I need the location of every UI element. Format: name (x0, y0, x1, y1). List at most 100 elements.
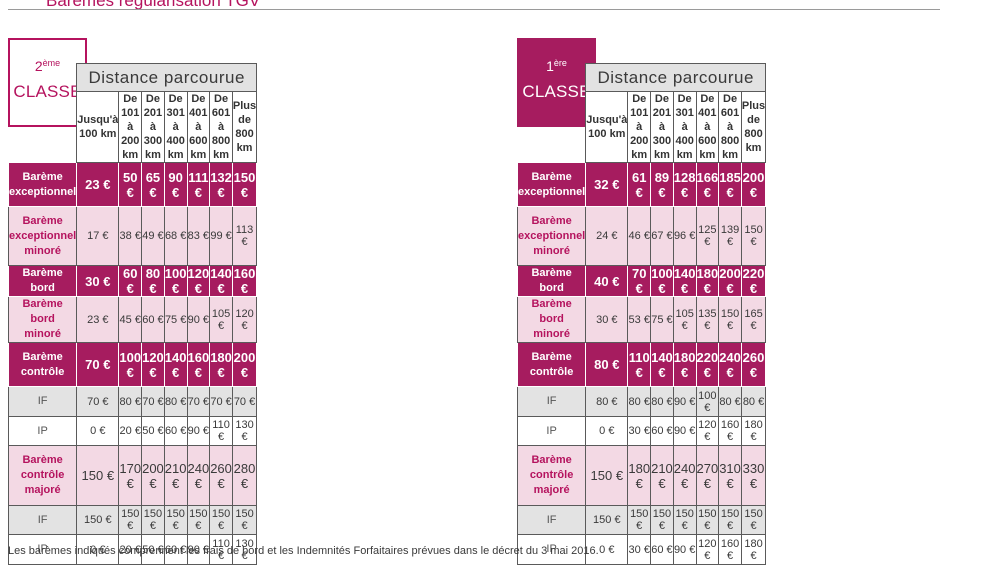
row-label: Barème bord minoré (7, 296, 78, 343)
row-bareme-controle-majore: Barème contrôle majoré 150 €170 €200 €210… (7, 445, 258, 506)
fare-cell: 23 € (76, 296, 120, 343)
fare-cell: 100 € (695, 386, 720, 417)
fare-cell: 100 € (650, 265, 674, 297)
fare-cell: 139 € (718, 206, 742, 266)
row-label: IF (516, 505, 587, 535)
fare-cell: 80 € (118, 386, 143, 417)
fare-cell: 46 € (627, 206, 652, 266)
row-label: Barème exceptionnel (516, 162, 587, 207)
fare-cell: 20 € (118, 416, 143, 446)
fare-cell: 80 € (141, 265, 165, 297)
fare-cell: 150 € (650, 505, 674, 535)
column-header: De 301 à 400 km (163, 91, 188, 163)
row-label: IP (7, 416, 78, 446)
fare-cell: 166 € (695, 162, 720, 207)
fare-cell: 45 € (118, 296, 143, 343)
first-class-badge: 1ère CLASSE (517, 38, 596, 127)
row-bareme-exceptionnel: Barème exceptionnel 23 €50 €65 €90 €111 €… (7, 162, 258, 207)
fare-cell: 150 € (76, 505, 120, 535)
fare-cell: 160 € (186, 342, 211, 387)
fare-cell: 60 € (650, 534, 674, 565)
fare-cell: 80 € (585, 342, 629, 387)
fare-cell: 67 € (650, 206, 674, 266)
fare-cell: 200 € (141, 445, 165, 506)
row-label: Barème exceptionnel minoré (516, 206, 587, 266)
fare-cell: 83 € (186, 206, 211, 266)
column-header: De 401 à 600 km (695, 91, 720, 163)
fare-cell: 80 € (650, 386, 674, 417)
fare-cell: 260 € (209, 445, 233, 506)
fare-cell: 160 € (718, 416, 742, 446)
fare-cell: 150 € (627, 505, 652, 535)
fare-cell: 120 € (695, 416, 720, 446)
fare-cell: 128 € (672, 162, 697, 207)
row-bareme-exceptionnel-minore: Barème exceptionnel minoré 24 €46 €67 €96… (516, 206, 767, 266)
row-bareme-bord-minore: Barème bord minoré 23 €45 €60 €75 €90 €10… (7, 296, 258, 343)
fare-cell: 111 € (186, 162, 211, 207)
fare-cell: 185 € (718, 162, 742, 207)
fare-cell: 150 € (118, 505, 143, 535)
fare-cell: 49 € (141, 206, 165, 266)
fare-cell: 160 € (231, 265, 258, 297)
fare-cell: 105 € (209, 296, 233, 343)
fare-cell: 50 € (118, 162, 143, 207)
fare-cell: 89 € (650, 162, 674, 207)
fare-cell: 110 € (209, 416, 233, 446)
fare-cell: 30 € (585, 296, 629, 343)
row-label: Barème contrôle majoré (7, 445, 78, 506)
fare-cell: 70 € (76, 342, 120, 387)
column-header: Plus de 800 km (231, 91, 258, 163)
fare-cell: 60 € (141, 296, 165, 343)
fare-cell: 220 € (695, 342, 720, 387)
row-label: IP (516, 534, 587, 565)
fare-cell: 130 € (231, 416, 258, 446)
fare-cell: 68 € (163, 206, 188, 266)
fare-cell: 140 € (209, 265, 233, 297)
row-label: IF (7, 386, 78, 417)
fare-cell: 40 € (585, 265, 629, 297)
fare-cell: 105 € (672, 296, 697, 343)
row-label: Barème contrôle (516, 342, 587, 387)
fare-cell: 150 € (163, 505, 188, 535)
fare-cell: 90 € (186, 534, 211, 565)
row-label: Barème exceptionnel (7, 162, 78, 207)
fare-cell: 90 € (186, 416, 211, 446)
fare-cell: 0 € (585, 416, 629, 446)
fare-cell: 38 € (118, 206, 143, 266)
row-label: Barème bord minoré (516, 296, 587, 343)
fare-cell: 165 € (740, 296, 767, 343)
fare-cell: 120 € (695, 534, 720, 565)
fare-cell: 280 € (231, 445, 258, 506)
fare-cell: 240 € (186, 445, 211, 506)
column-header: De 401 à 600 km (186, 91, 211, 163)
column-header: De 101 à 200 km (627, 91, 652, 163)
fare-cell: 30 € (76, 265, 120, 297)
fare-cell: 110 € (627, 342, 652, 387)
fare-cell: 150 € (141, 505, 165, 535)
class-label: CLASSE (522, 82, 591, 101)
row-if: IF 70 €80 €70 €80 €70 €70 €70 € (7, 386, 258, 417)
fare-cell: 240 € (672, 445, 697, 506)
fare-cell: 120 € (231, 296, 258, 343)
row-label: Barème contrôle majoré (516, 445, 587, 506)
row-bareme-controle: Barème contrôle 70 €100 €120 €140 €160 €1… (7, 342, 258, 387)
footnote: Les barèmes indiqués comprennent les fra… (8, 545, 599, 557)
fare-cell: 160 € (718, 534, 742, 565)
row-label: Barème contrôle (7, 342, 78, 387)
fare-cell: 70 € (627, 265, 652, 297)
fare-cell: 80 € (627, 386, 652, 417)
fare-cell: 120 € (186, 265, 211, 297)
fare-cell: 20 € (118, 534, 143, 565)
title-divider (8, 9, 940, 10)
fare-cell: 60 € (163, 416, 188, 446)
fare-cell: 100 € (163, 265, 188, 297)
fare-cell: 32 € (585, 162, 629, 207)
fare-cell: 150 € (585, 445, 629, 506)
fare-cell: 150 € (672, 505, 697, 535)
fare-cell: 132 € (209, 162, 233, 207)
fare-cell: 50 € (141, 534, 165, 565)
class-number-suffix: ème (42, 58, 61, 68)
distance-header: Distance parcourue (76, 63, 258, 92)
fare-cell: 150 € (186, 505, 211, 535)
fare-cell: 80 € (718, 386, 742, 417)
